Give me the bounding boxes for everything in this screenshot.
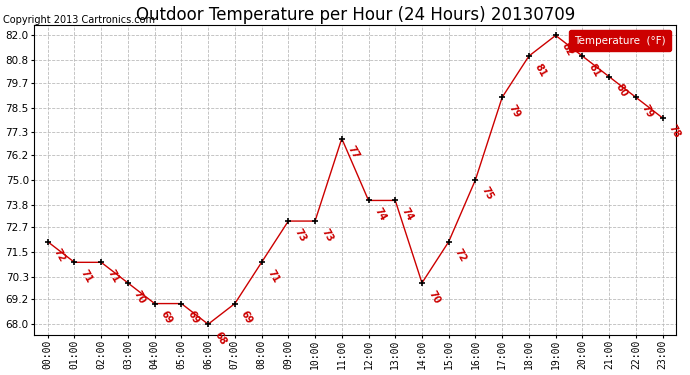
Text: 72: 72 <box>453 247 469 264</box>
Text: 74: 74 <box>400 206 415 223</box>
Text: 71: 71 <box>79 268 94 285</box>
Text: 69: 69 <box>186 309 201 326</box>
Text: 72: 72 <box>52 247 68 264</box>
Text: 81: 81 <box>586 62 602 78</box>
Text: 70: 70 <box>426 288 442 305</box>
Text: 70: 70 <box>132 288 148 305</box>
Legend: Temperature  (°F): Temperature (°F) <box>569 30 671 51</box>
Text: 78: 78 <box>667 123 682 140</box>
Text: 79: 79 <box>506 103 522 120</box>
Text: Copyright 2013 Cartronics.com: Copyright 2013 Cartronics.com <box>3 15 155 25</box>
Text: 68: 68 <box>213 330 228 346</box>
Text: 73: 73 <box>319 226 335 243</box>
Text: 73: 73 <box>293 226 308 243</box>
Text: 79: 79 <box>640 103 656 120</box>
Text: 80: 80 <box>613 82 629 99</box>
Text: 77: 77 <box>346 144 362 161</box>
Text: 69: 69 <box>159 309 175 326</box>
Text: 74: 74 <box>373 206 388 223</box>
Text: 69: 69 <box>239 309 255 326</box>
Text: 82: 82 <box>560 41 575 58</box>
Text: 71: 71 <box>106 268 121 285</box>
Text: 75: 75 <box>480 185 495 202</box>
Text: 71: 71 <box>266 268 281 285</box>
Text: 81: 81 <box>533 62 549 78</box>
Title: Outdoor Temperature per Hour (24 Hours) 20130709: Outdoor Temperature per Hour (24 Hours) … <box>135 6 575 24</box>
